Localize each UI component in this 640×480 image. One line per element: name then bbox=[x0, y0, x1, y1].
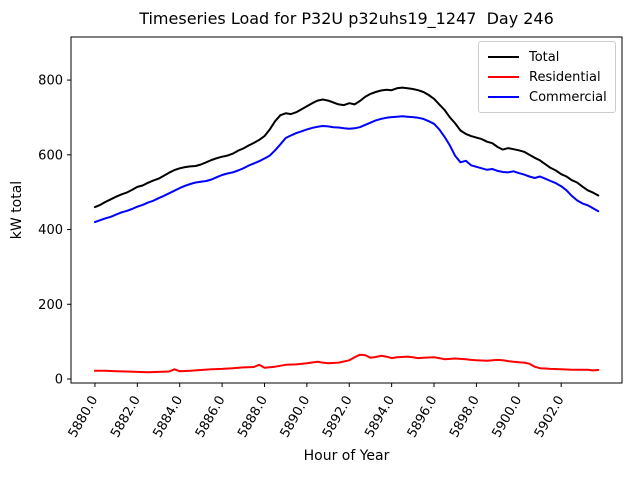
legend: Total Residential Commercial bbox=[478, 41, 616, 113]
x-tick-label: 5880.0 bbox=[66, 394, 102, 441]
legend-item-total: Total bbox=[488, 51, 606, 64]
axes-frame bbox=[70, 36, 623, 384]
series-residential-line bbox=[93, 353, 600, 374]
x-tick-label: 5898.0 bbox=[447, 393, 483, 440]
x-tick-label: 5890.0 bbox=[278, 394, 314, 441]
series-total-line bbox=[93, 86, 600, 209]
x-tick-label: 5902.0 bbox=[532, 394, 568, 441]
x-tick-label: 5884.0 bbox=[150, 394, 186, 441]
x-tick-label: 5882.0 bbox=[108, 394, 144, 441]
x-tick-label: 5894.0 bbox=[362, 394, 398, 441]
x-tick-label: 5888.0 bbox=[235, 394, 271, 441]
legend-item-commercial: Commercial bbox=[488, 89, 607, 105]
x-axis-label: Hour of Year bbox=[303, 448, 390, 464]
y-tick-label: 400 bbox=[38, 223, 63, 238]
legend-line-sample bbox=[488, 96, 519, 98]
x-tick-label: 5892.0 bbox=[320, 394, 356, 441]
legend-label: Residential bbox=[529, 69, 601, 85]
y-tick-label: 200 bbox=[38, 298, 63, 313]
legend-line-sample bbox=[488, 56, 519, 58]
legend-label: Total bbox=[529, 49, 560, 65]
legend-item-residential: Residential bbox=[488, 71, 606, 84]
series-commercial-line bbox=[93, 115, 600, 224]
legend-line-sample bbox=[488, 76, 519, 78]
y-tick-label: 600 bbox=[38, 148, 63, 163]
x-tick-label: 5886.0 bbox=[193, 394, 229, 441]
y-tick-label: 800 bbox=[38, 74, 63, 89]
legend-label: Commercial bbox=[529, 89, 607, 105]
x-tick-label: 5900.0 bbox=[490, 394, 526, 441]
y-tick-label: 0 bbox=[55, 373, 63, 388]
x-tick-label: 5896.0 bbox=[405, 394, 441, 441]
chart-title: Timeseries Load for P32U p32uhs19_1247 D… bbox=[139, 9, 554, 28]
